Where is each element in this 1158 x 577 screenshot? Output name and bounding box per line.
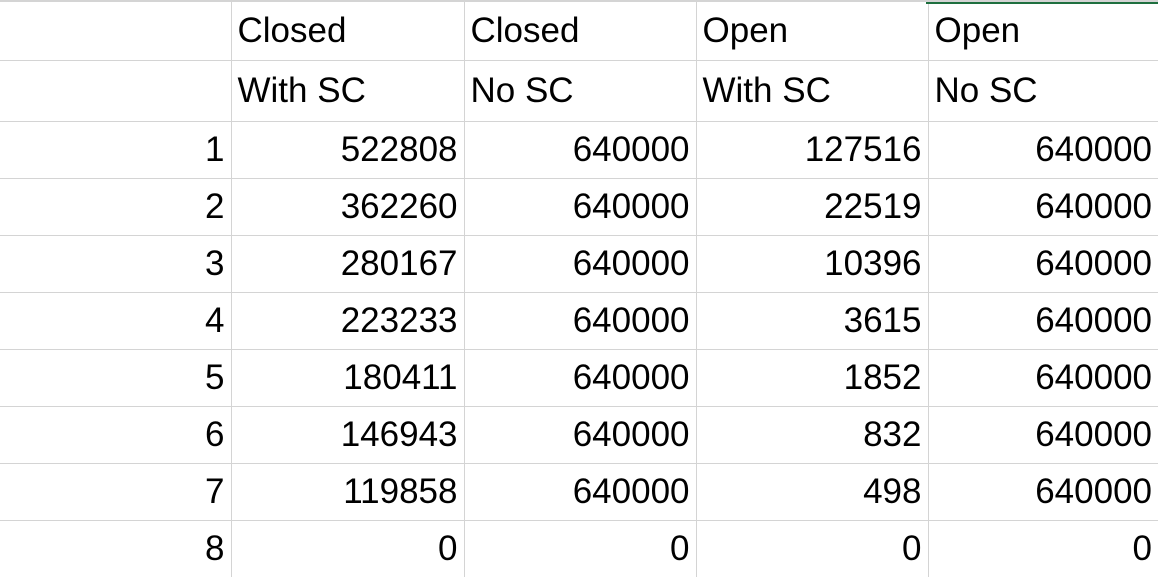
row-index-cell[interactable]: 3: [0, 236, 231, 293]
table-row: 3 280167 640000 10396 640000: [0, 236, 1158, 293]
value-cell[interactable]: 640000: [928, 293, 1158, 350]
value-cell[interactable]: 0: [464, 521, 696, 577]
row-index-cell[interactable]: 1: [0, 122, 231, 179]
value-cell[interactable]: 640000: [928, 122, 1158, 179]
header-row-2: With SC No SC With SC No SC: [0, 61, 1158, 122]
row-index-cell[interactable]: 8: [0, 521, 231, 577]
row-index-cell[interactable]: 4: [0, 293, 231, 350]
table-row: 7 119858 640000 498 640000: [0, 464, 1158, 521]
header-cell[interactable]: No SC: [928, 61, 1158, 122]
value-cell[interactable]: 640000: [928, 350, 1158, 407]
value-cell[interactable]: 640000: [464, 179, 696, 236]
table-row: 1 522808 640000 127516 640000: [0, 122, 1158, 179]
header-cell[interactable]: With SC: [696, 61, 928, 122]
value-cell[interactable]: 640000: [928, 464, 1158, 521]
value-cell[interactable]: 280167: [231, 236, 464, 293]
value-cell[interactable]: 640000: [928, 407, 1158, 464]
table-row: 5 180411 640000 1852 640000: [0, 350, 1158, 407]
value-cell[interactable]: 1852: [696, 350, 928, 407]
value-cell[interactable]: 127516: [696, 122, 928, 179]
value-cell[interactable]: 640000: [464, 236, 696, 293]
table-row: 8 0 0 0 0: [0, 521, 1158, 577]
value-cell[interactable]: 10396: [696, 236, 928, 293]
header-cell[interactable]: Open: [928, 2, 1158, 61]
table-row: 6 146943 640000 832 640000: [0, 407, 1158, 464]
value-cell[interactable]: 0: [928, 521, 1158, 577]
spreadsheet-grid: Closed Closed Open Open With SC No SC Wi…: [0, 0, 1158, 560]
value-cell[interactable]: 640000: [928, 236, 1158, 293]
value-cell[interactable]: 180411: [231, 350, 464, 407]
table-row: 4 223233 640000 3615 640000: [0, 293, 1158, 350]
value-cell[interactable]: 146943: [231, 407, 464, 464]
value-cell[interactable]: 223233: [231, 293, 464, 350]
header-cell[interactable]: No SC: [464, 61, 696, 122]
header-cell[interactable]: Open: [696, 2, 928, 61]
header-cell[interactable]: With SC: [231, 61, 464, 122]
header-cell[interactable]: Closed: [464, 2, 696, 61]
value-cell[interactable]: 640000: [928, 179, 1158, 236]
row-index-cell[interactable]: 7: [0, 464, 231, 521]
value-cell[interactable]: 832: [696, 407, 928, 464]
value-cell[interactable]: 119858: [231, 464, 464, 521]
row-index-cell[interactable]: 5: [0, 350, 231, 407]
row-index-cell[interactable]: 6: [0, 407, 231, 464]
header-cell[interactable]: Closed: [231, 2, 464, 61]
cell-empty[interactable]: [0, 2, 231, 61]
value-cell[interactable]: 522808: [231, 122, 464, 179]
value-cell[interactable]: 3615: [696, 293, 928, 350]
row-index-cell[interactable]: 2: [0, 179, 231, 236]
table-row: 2 362260 640000 22519 640000: [0, 179, 1158, 236]
cell-empty[interactable]: [0, 61, 231, 122]
value-cell[interactable]: 0: [696, 521, 928, 577]
value-cell[interactable]: 640000: [464, 293, 696, 350]
value-cell[interactable]: 640000: [464, 464, 696, 521]
active-column-indicator: [926, 2, 1158, 4]
value-cell[interactable]: 22519: [696, 179, 928, 236]
header-row-1: Closed Closed Open Open: [0, 2, 1158, 61]
value-cell[interactable]: 640000: [464, 407, 696, 464]
value-cell[interactable]: 498: [696, 464, 928, 521]
value-cell[interactable]: 362260: [231, 179, 464, 236]
value-cell[interactable]: 0: [231, 521, 464, 577]
value-cell[interactable]: 640000: [464, 122, 696, 179]
value-cell[interactable]: 640000: [464, 350, 696, 407]
